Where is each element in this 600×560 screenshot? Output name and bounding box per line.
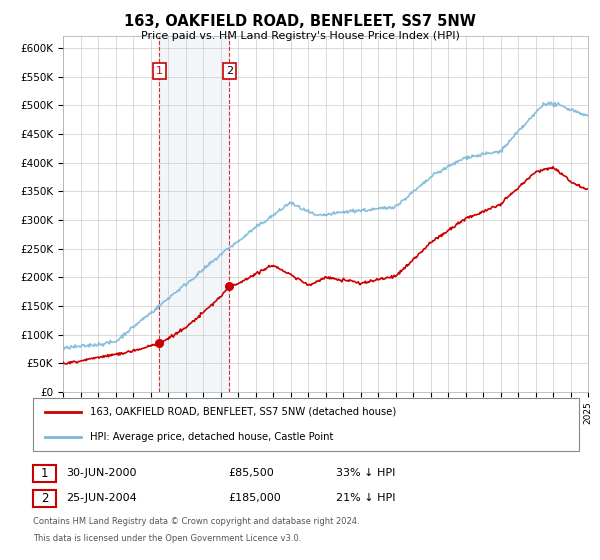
Text: Contains HM Land Registry data © Crown copyright and database right 2024.: Contains HM Land Registry data © Crown c… (33, 517, 359, 526)
Text: Price paid vs. HM Land Registry's House Price Index (HPI): Price paid vs. HM Land Registry's House … (140, 31, 460, 41)
Text: £185,000: £185,000 (228, 493, 281, 503)
Text: 163, OAKFIELD ROAD, BENFLEET, SS7 5NW (detached house): 163, OAKFIELD ROAD, BENFLEET, SS7 5NW (d… (90, 407, 396, 417)
Text: 1: 1 (41, 466, 48, 480)
Text: HPI: Average price, detached house, Castle Point: HPI: Average price, detached house, Cast… (90, 432, 334, 442)
Text: 33% ↓ HPI: 33% ↓ HPI (336, 468, 395, 478)
Text: 2: 2 (226, 66, 233, 76)
Text: 163, OAKFIELD ROAD, BENFLEET, SS7 5NW: 163, OAKFIELD ROAD, BENFLEET, SS7 5NW (124, 14, 476, 29)
Text: 25-JUN-2004: 25-JUN-2004 (66, 493, 137, 503)
Bar (159, 36, 229, 392)
Text: 2: 2 (41, 492, 48, 505)
Text: 30-JUN-2000: 30-JUN-2000 (66, 468, 137, 478)
Text: 21% ↓ HPI: 21% ↓ HPI (336, 493, 395, 503)
Text: This data is licensed under the Open Government Licence v3.0.: This data is licensed under the Open Gov… (33, 534, 301, 543)
Text: £85,500: £85,500 (228, 468, 274, 478)
Text: 1: 1 (156, 66, 163, 76)
